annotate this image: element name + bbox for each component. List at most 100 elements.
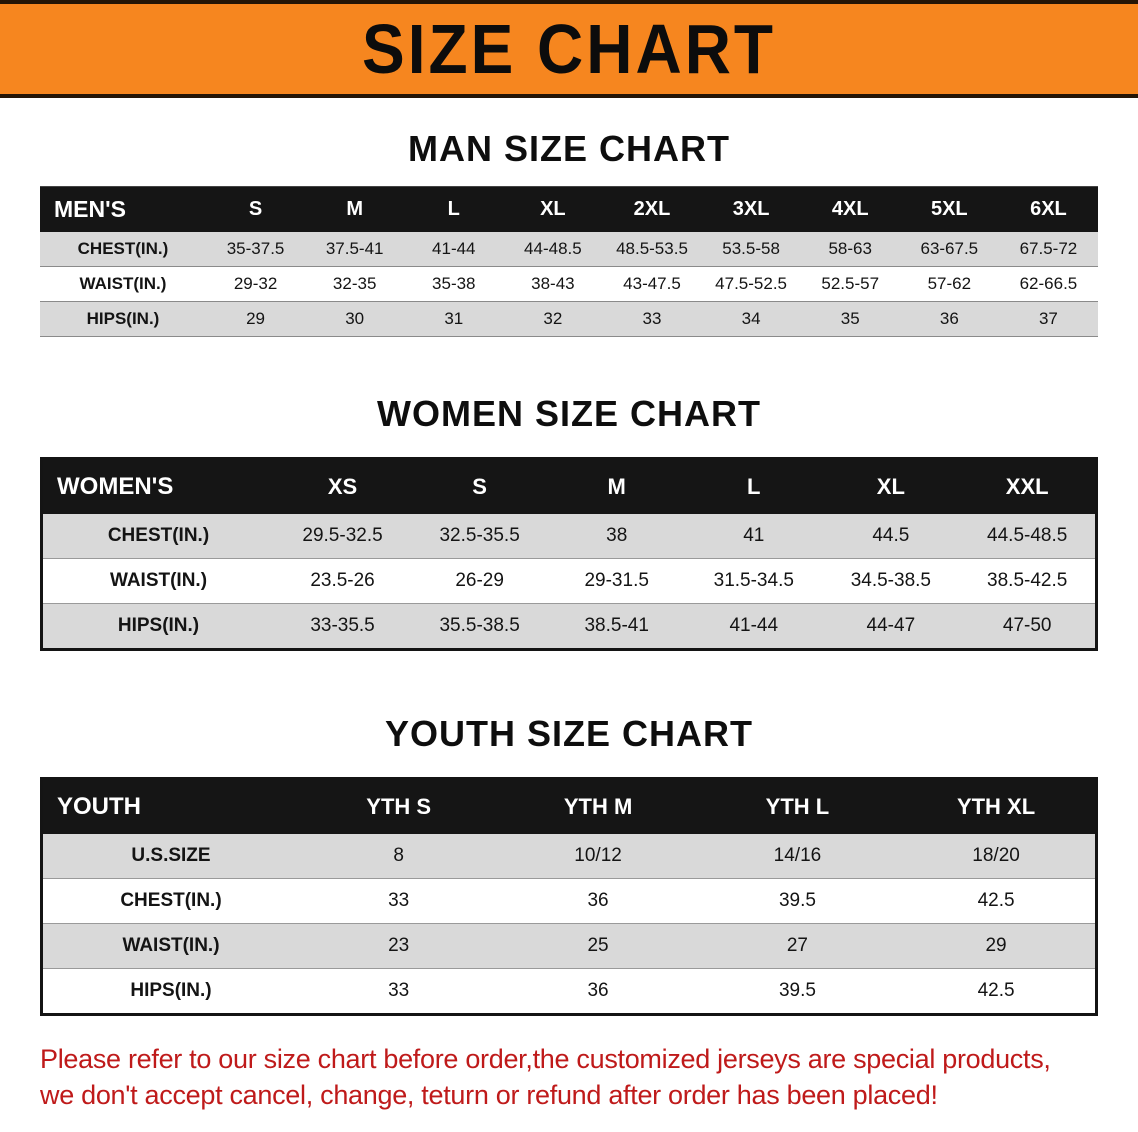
size-value-cell: 23.5-26	[310, 570, 375, 591]
size-value-cell: 37.5-41	[325, 239, 384, 258]
size-value-cell: 31	[444, 309, 464, 328]
size-value-cell: 33	[388, 980, 410, 1001]
size-column-header: S	[206, 186, 306, 232]
size-value-cell: 36	[587, 890, 609, 911]
row-label-cell: CHEST(IN.)	[77, 239, 169, 258]
size-value-cell: 23	[388, 935, 410, 956]
size-value-cell: 39.5	[778, 890, 816, 911]
row-label-cell: HIPS(IN.)	[130, 980, 212, 1001]
size-value-cell: 47-50	[1002, 615, 1052, 636]
size-value-cell: 38-43	[531, 274, 575, 293]
size-value-cell: 32.5-35.5	[439, 525, 520, 546]
size-value-cell: 44.5	[872, 525, 910, 546]
size-value-cell: 38.5-42.5	[987, 570, 1068, 591]
table-header-row: YOUTH YTH S YTH M YTH L YTH XL	[41, 778, 1097, 834]
size-value-cell: 44-47	[866, 615, 916, 636]
size-column-header: M	[305, 186, 405, 232]
size-value-cell: 48.5-53.5	[616, 239, 688, 258]
size-value-cell: 34.5-38.5	[850, 570, 931, 591]
size-column-header: 4XL	[800, 186, 900, 232]
table-row: CHEST(IN.) 29.5-32.5 32.5-35.5 38 41 44.5 44.5…	[41, 514, 1097, 559]
size-column-header: YTH XL	[897, 778, 1097, 834]
size-value-cell: 36	[587, 980, 609, 1001]
size-value-cell: 31.5-34.5	[713, 570, 794, 591]
table-row: WAIST(IN.) 29-32 32-35 35-38 38-43 43-47.5 47.…	[40, 266, 1098, 302]
size-column-header: L	[685, 458, 823, 514]
women-section-heading: WOMEN SIZE CHART	[377, 393, 761, 434]
size-column-header: XXL	[959, 458, 1097, 514]
size-column-header: XL	[503, 186, 603, 232]
table-row: WAIST(IN.) 23 25 27 29	[41, 923, 1097, 969]
size-column-header: YTH S	[299, 778, 499, 834]
size-column-header: XL	[822, 458, 960, 514]
size-value-cell: 36	[939, 309, 959, 328]
youth-size-table: YOUTH YTH S YTH M YTH L YTH XL U.S.SIZE 8 10/12…	[40, 777, 1098, 1016]
table-row: CHEST(IN.) 35-37.5 37.5-41 41-44 44-48.5 48.5…	[40, 232, 1098, 267]
table-title-cell: WOMEN'S	[41, 458, 274, 514]
row-label-cell: WAIST(IN.)	[122, 935, 220, 956]
men-size-table: MEN'S S M L XL 2XL 3XL 4XL 5XL 6XL CHEST(IN.) 35-37…	[40, 186, 1098, 337]
size-value-cell: 34	[741, 309, 761, 328]
row-label-cell: WAIST(IN.)	[109, 570, 208, 591]
size-value-cell: 8	[393, 845, 404, 866]
table-header-row: MEN'S S M L XL 2XL 3XL 4XL 5XL 6XL	[40, 186, 1098, 232]
men-section-heading: MAN SIZE CHART	[408, 128, 730, 169]
size-value-cell: 67.5-72	[1019, 239, 1078, 258]
women-section: WOMEN SIZE CHART WOMEN'S XS S M L XL XXL CHEST(…	[0, 393, 1138, 651]
disclaimer-line-1: Please refer to our size chart before or…	[40, 1044, 1051, 1074]
table-row: CHEST(IN.) 33 36 39.5 42.5	[41, 878, 1097, 924]
size-column-header: YTH L	[697, 778, 898, 834]
size-value-cell: 32	[543, 309, 563, 328]
men-section: MAN SIZE CHART MEN'S S M L XL 2XL 3XL 4XL 5XL 6XL…	[0, 128, 1138, 337]
size-value-cell: 58-63	[828, 239, 872, 258]
size-value-cell: 26-29	[455, 570, 504, 591]
banner: SIZE CHART	[0, 0, 1138, 98]
size-value-cell: 57-62	[927, 274, 972, 293]
table-row: HIPS(IN.) 33-35.5 35.5-38.5 38.5-41 41-44 44-…	[41, 603, 1097, 650]
size-column-header: 5XL	[899, 186, 999, 232]
women-size-table: WOMEN'S XS S M L XL XXL CHEST(IN.) 29.5-32.5 32.5…	[40, 457, 1098, 651]
size-value-cell: 43-47.5	[623, 274, 681, 293]
page-title: SIZE CHART	[362, 10, 776, 88]
size-value-cell: 25	[587, 935, 609, 956]
size-value-cell: 62-66.5	[1019, 274, 1078, 293]
size-value-cell: 33-35.5	[310, 615, 375, 636]
size-value-cell: 29.5-32.5	[302, 525, 383, 546]
size-value-cell: 38	[606, 525, 628, 546]
size-value-cell: 41-44	[432, 239, 476, 258]
size-value-cell: 33	[642, 309, 662, 328]
size-value-cell: 33	[388, 890, 410, 911]
row-label-cell: HIPS(IN.)	[117, 615, 200, 636]
table-row: WAIST(IN.) 23.5-26 26-29 29-31.5 31.5-34.5 34…	[41, 558, 1097, 604]
size-value-cell: 44.5-48.5	[987, 525, 1068, 546]
size-value-cell: 38.5-41	[584, 615, 649, 636]
size-value-cell: 18/20	[972, 845, 1020, 866]
row-label-cell: WAIST(IN.)	[79, 274, 167, 293]
row-label-cell: CHEST(IN.)	[107, 525, 210, 546]
size-value-cell: 29-32	[233, 274, 278, 293]
size-column-header: S	[411, 458, 549, 514]
size-value-cell: 32-35	[332, 274, 377, 293]
size-value-cell: 35-37.5	[226, 239, 285, 258]
table-row: U.S.SIZE 8 10/12 14/16 18/20	[41, 834, 1097, 879]
disclaimer-line-2: we don't accept cancel, change, teturn o…	[40, 1079, 938, 1110]
size-value-cell: 35	[840, 309, 860, 328]
youth-section: YOUTH SIZE CHART YOUTH YTH S YTH M YTH L YTH…	[0, 713, 1138, 1016]
table-row: HIPS(IN.) 33 36 39.5 42.5	[41, 968, 1097, 1015]
size-column-header: YTH M	[498, 778, 698, 834]
size-value-cell: 37	[1038, 309, 1058, 328]
table-header-row: WOMEN'S XS S M L XL XXL	[41, 458, 1097, 514]
row-label-cell: U.S.SIZE	[131, 845, 211, 866]
size-value-cell: 10/12	[574, 845, 622, 866]
size-column-header: 6XL	[998, 186, 1098, 232]
size-value-cell: 29	[985, 935, 1007, 956]
row-label-cell: CHEST(IN.)	[120, 890, 222, 911]
size-value-cell: 53.5-58	[722, 239, 780, 258]
size-value-cell: 41	[743, 525, 765, 546]
size-value-cell: 14/16	[773, 845, 822, 866]
table-row: HIPS(IN.) 29 30 31 32 33 34 35 36 37	[40, 301, 1098, 337]
size-value-cell: 35-38	[432, 274, 476, 293]
size-value-cell: 52.5-57	[821, 274, 880, 293]
size-value-cell: 29-31.5	[584, 570, 649, 591]
